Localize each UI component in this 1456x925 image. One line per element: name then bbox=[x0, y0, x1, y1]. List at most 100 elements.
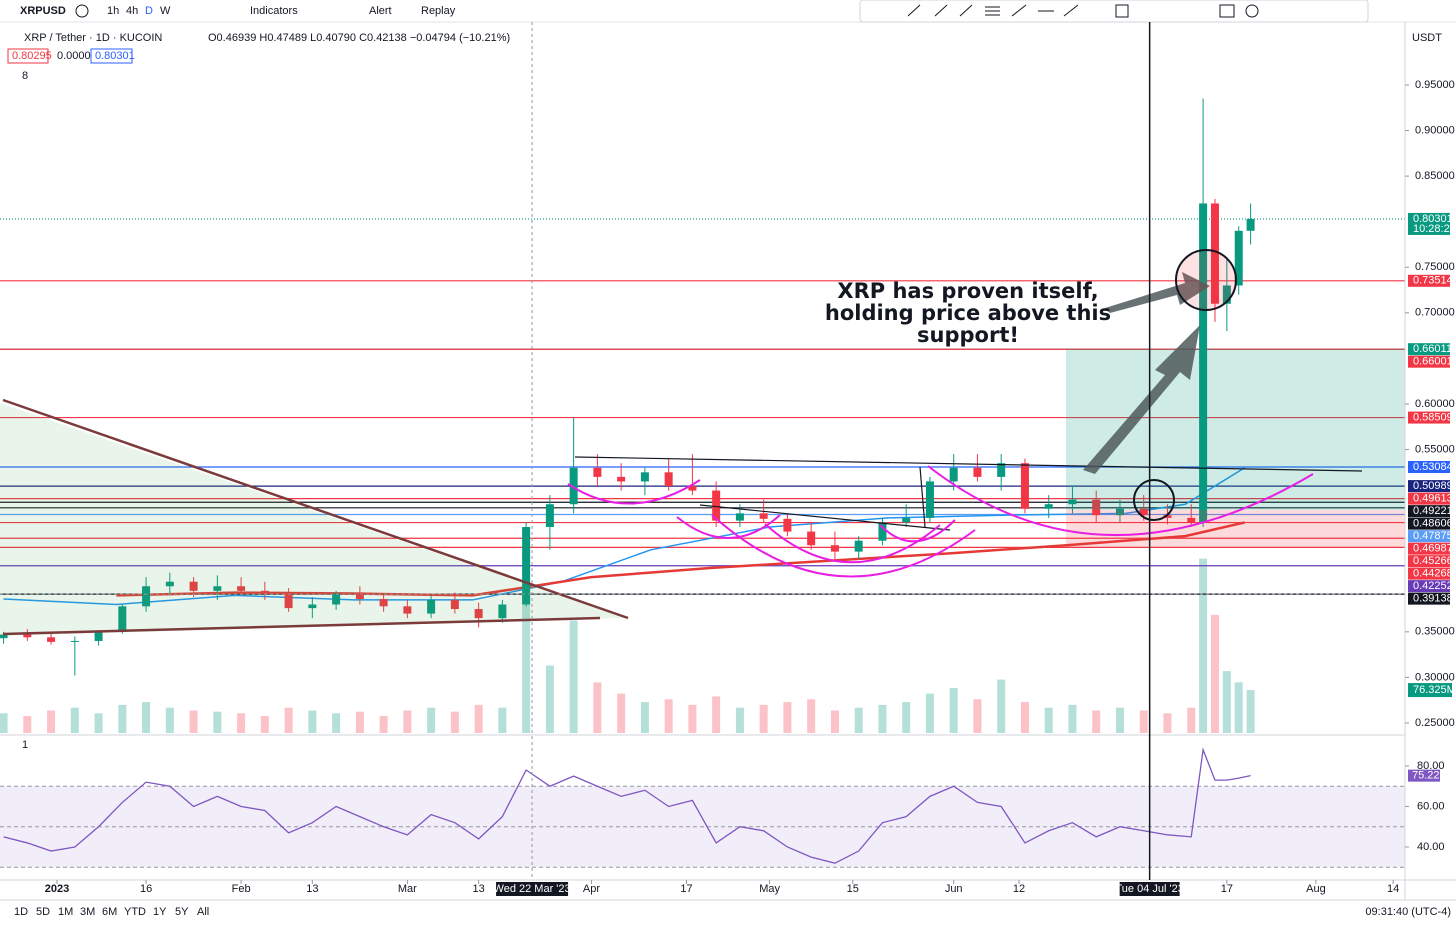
candle-body bbox=[1115, 508, 1124, 516]
rsi-label: 75.22 bbox=[1412, 770, 1440, 782]
range-button[interactable]: 5D bbox=[36, 906, 50, 918]
level-label: 0.46987 bbox=[1413, 543, 1453, 555]
level-label: 0.48606 bbox=[1413, 518, 1453, 530]
volume-bar bbox=[569, 620, 578, 733]
x-tick-label: Aug bbox=[1306, 883, 1326, 895]
volume-bar bbox=[949, 688, 958, 733]
x-tick-label: 14 bbox=[1387, 883, 1399, 895]
range-button[interactable]: 1M bbox=[58, 906, 73, 918]
volume-bar bbox=[213, 711, 222, 733]
interval[interactable]: D bbox=[145, 5, 153, 17]
y-tick-label: 0.90000 bbox=[1415, 124, 1455, 136]
x-tick-label: 13 bbox=[306, 883, 318, 895]
volume-bar bbox=[1222, 671, 1231, 733]
interval[interactable]: 4h bbox=[126, 5, 138, 17]
volume-bar bbox=[308, 710, 317, 733]
x-tick-label: Jun bbox=[945, 883, 963, 895]
range-button[interactable]: All bbox=[197, 906, 209, 918]
candle-body bbox=[308, 604, 317, 609]
symbol[interactable]: XRPUSD bbox=[20, 5, 66, 17]
rsi-tick-label: 60.00 bbox=[1417, 800, 1445, 812]
candle-body bbox=[1068, 499, 1077, 505]
volume-bar bbox=[1246, 690, 1255, 733]
arrow bbox=[1083, 325, 1200, 474]
legend-title: XRP / Tether · 1D · KUCOIN bbox=[24, 32, 162, 44]
ask: 0.80301 bbox=[95, 50, 135, 62]
drawings bbox=[0, 249, 1405, 636]
x-tick-label: 16 bbox=[140, 883, 152, 895]
arc bbox=[676, 514, 781, 539]
range-button[interactable]: 6M bbox=[102, 906, 117, 918]
range-button[interactable]: YTD bbox=[124, 906, 146, 918]
candle-body bbox=[213, 586, 222, 591]
level-label: 0.80301 bbox=[1413, 213, 1453, 225]
level-label: 0.49613 bbox=[1413, 493, 1453, 505]
spread: 0.00006 bbox=[57, 50, 97, 62]
target-zone bbox=[1066, 349, 1405, 510]
volume-bar bbox=[902, 702, 911, 733]
crosshair-x-label-bg bbox=[496, 882, 569, 896]
level-label-bg bbox=[1408, 355, 1450, 368]
candle-body bbox=[23, 634, 32, 638]
volume-bar bbox=[1210, 614, 1219, 733]
candle-body bbox=[427, 599, 436, 614]
range-button[interactable]: 3M bbox=[80, 906, 95, 918]
candle-body bbox=[688, 485, 697, 491]
rsi-line bbox=[3, 747, 1251, 864]
volume-bar bbox=[1234, 682, 1243, 733]
arrow bbox=[1105, 272, 1210, 313]
volume-bar bbox=[1139, 710, 1148, 733]
replay-button[interactable]: Replay bbox=[421, 5, 456, 17]
candle-body bbox=[284, 593, 293, 609]
candle-body bbox=[0, 634, 8, 639]
x-tick-label: May bbox=[759, 883, 780, 895]
volume-bar bbox=[284, 707, 293, 733]
level-label-bg bbox=[1408, 517, 1450, 530]
level-label-bg bbox=[1408, 411, 1450, 424]
candle-body bbox=[593, 467, 602, 477]
candle-body bbox=[1234, 230, 1243, 286]
alert-button[interactable]: Alert bbox=[369, 5, 392, 17]
highlight-circle bbox=[1133, 479, 1175, 521]
interval[interactable]: 1h bbox=[107, 5, 119, 17]
candle-body bbox=[450, 599, 459, 610]
currency[interactable]: USDT bbox=[1412, 32, 1442, 44]
rsi-count[interactable]: 1 bbox=[22, 739, 28, 751]
add-symbol[interactable] bbox=[75, 4, 89, 18]
volume-bar bbox=[118, 704, 127, 733]
x-tick-label: Feb bbox=[232, 883, 251, 895]
volume-bar bbox=[189, 710, 198, 733]
candle-body bbox=[997, 463, 1006, 477]
arc bbox=[927, 465, 1314, 537]
indicators-button[interactable]: Indicators bbox=[250, 5, 298, 17]
volume-bar bbox=[973, 699, 982, 733]
candle-body bbox=[569, 467, 578, 505]
level-label: 0.53084 bbox=[1413, 461, 1453, 473]
level-label: 0.73514 bbox=[1413, 275, 1453, 287]
interval[interactable]: W bbox=[160, 5, 171, 17]
volume-bar bbox=[474, 704, 483, 733]
range-button[interactable]: 1Y bbox=[153, 906, 167, 918]
candle-body bbox=[403, 606, 412, 614]
y-tick-label: 0.95000 bbox=[1415, 79, 1455, 91]
candle-body bbox=[807, 531, 816, 546]
candle-body bbox=[1092, 499, 1101, 516]
triangle-fill bbox=[0, 403, 625, 636]
indicator-count[interactable]: 8 bbox=[22, 70, 28, 82]
vline-label-bg bbox=[1119, 882, 1180, 896]
range-button[interactable]: 5Y bbox=[175, 906, 189, 918]
drawing-tools[interactable] bbox=[907, 4, 1259, 18]
range-button[interactable]: 1D bbox=[14, 906, 28, 918]
volume-bar bbox=[237, 713, 246, 733]
bid: 0.80295 bbox=[12, 50, 52, 62]
level-label-bg bbox=[1408, 592, 1450, 605]
volume-bar bbox=[807, 699, 816, 733]
level-label-bg bbox=[1408, 480, 1450, 493]
candle-body bbox=[94, 631, 103, 641]
volume-bar bbox=[617, 693, 626, 733]
candle-body bbox=[735, 513, 744, 521]
countdown: 10:28:20 bbox=[1413, 223, 1456, 235]
candle-body bbox=[498, 604, 507, 619]
candle-body bbox=[70, 640, 79, 642]
